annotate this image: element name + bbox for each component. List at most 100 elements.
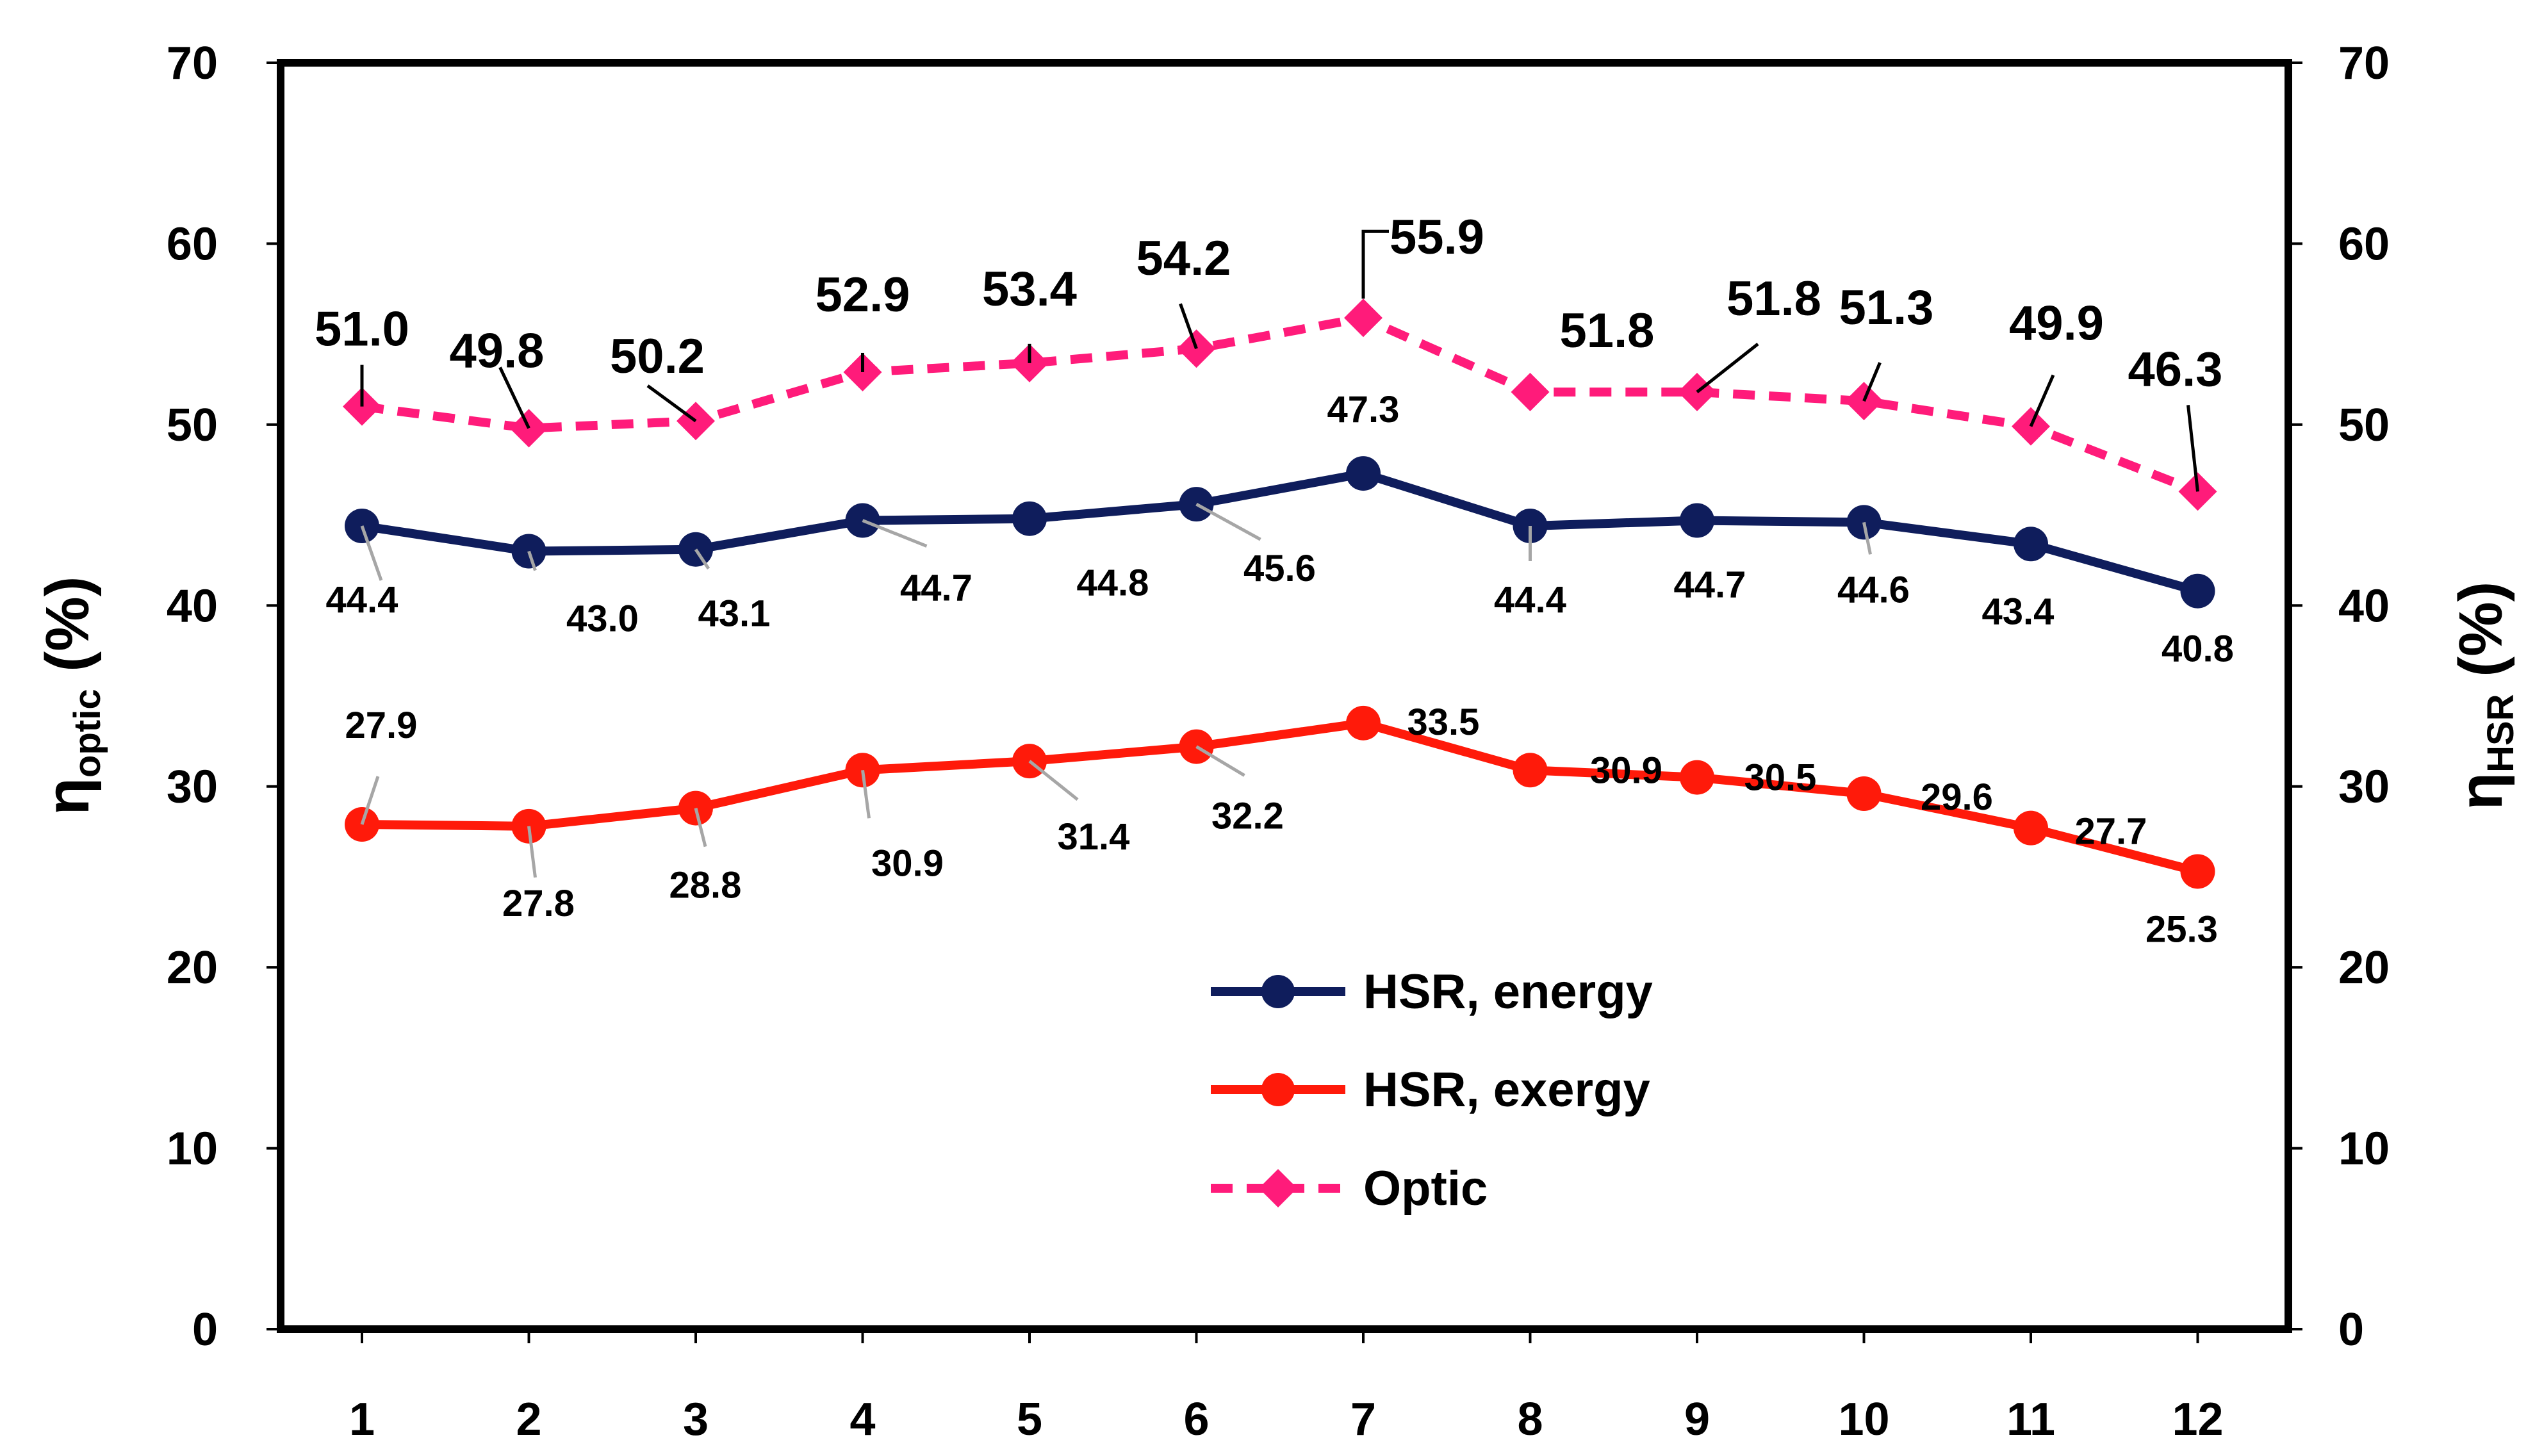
x-tick-label: 2 — [516, 1394, 541, 1445]
leader-line — [862, 519, 928, 548]
series-marker-2 — [1344, 299, 1382, 338]
leader-line — [1696, 343, 1759, 393]
data-label: 40.8 — [2162, 628, 2234, 670]
data-label: 43.0 — [566, 598, 639, 640]
data-label: 30.9 — [871, 842, 944, 884]
leader-line — [694, 548, 710, 570]
y-left-axis-title: ηoptic (%) — [33, 576, 108, 815]
data-label: 27.7 — [2075, 811, 2147, 853]
x-tick-label: 7 — [1350, 1394, 1376, 1445]
legend-marker-optic — [1259, 1169, 1297, 1207]
plot-frame — [277, 59, 2292, 1333]
leader-line — [1862, 362, 1882, 402]
y-right-tick-label: 60 — [2338, 218, 2390, 270]
series-marker-1 — [1846, 776, 1882, 812]
y-right-tick-label: 20 — [2338, 942, 2390, 994]
y-right-tick-label: 50 — [2338, 400, 2390, 451]
data-label: 44.4 — [1494, 579, 1566, 621]
y-left-tick-label: 10 — [167, 1124, 218, 1175]
series-marker-0 — [2180, 573, 2215, 609]
leader-line — [527, 550, 537, 571]
data-label: 27.9 — [345, 705, 418, 746]
y-left-title-main: η — [33, 778, 102, 815]
x-tick-label: 6 — [1183, 1394, 1209, 1445]
y-right-title-sub: HSR — [2480, 694, 2522, 772]
data-label: 53.4 — [982, 262, 1077, 316]
y-left-title-suffix: (%) — [33, 576, 102, 689]
legend-item-optic: Optic — [1211, 1161, 1488, 1216]
data-label: 44.6 — [1837, 569, 1910, 610]
leader-line — [2029, 374, 2055, 427]
data-label: 52.9 — [816, 268, 910, 322]
y-right-tick-label: 30 — [2338, 762, 2390, 813]
leader-line — [527, 826, 537, 878]
y-right-title-main: η — [2447, 773, 2515, 810]
y-left-tick-label: 60 — [167, 218, 218, 270]
leader-line — [360, 525, 383, 581]
leader-line — [1361, 229, 1389, 299]
y-left-tick-label: 40 — [167, 580, 218, 632]
data-label: 45.6 — [1243, 548, 1316, 589]
y-right-tick-label: 10 — [2338, 1124, 2390, 1175]
legend-marker-exergy — [1261, 1073, 1295, 1106]
x-tick-label: 9 — [1684, 1394, 1710, 1445]
data-label: 51.8 — [1560, 304, 1655, 358]
data-label: 49.8 — [450, 324, 545, 379]
legend-label-exergy: HSR, exergy — [1363, 1063, 1650, 1117]
series-marker-1 — [1513, 753, 1548, 788]
series-marker-1 — [1346, 705, 1381, 740]
data-label: 43.4 — [1982, 591, 2055, 632]
series-marker-0 — [1680, 503, 1714, 538]
leader-line — [861, 769, 871, 819]
x-tick-label: 3 — [683, 1394, 709, 1445]
x-tick-label: 4 — [849, 1394, 875, 1445]
y-left-tick-label: 50 — [167, 400, 218, 451]
data-label: 50.2 — [610, 329, 705, 384]
legend: HSR, energy HSR, exergy Optic — [1211, 965, 1653, 1216]
y-left-title-sub: optic — [67, 689, 108, 778]
y-left-tick-label: 0 — [192, 1304, 218, 1355]
data-label: 46.3 — [2128, 342, 2223, 397]
data-label: 28.8 — [669, 865, 742, 906]
data-label: 30.5 — [1744, 757, 1817, 799]
data-label: 44.8 — [1077, 562, 1149, 604]
series-marker-2 — [1511, 373, 1550, 412]
data-label: 31.4 — [1058, 816, 1130, 858]
y-right-axis-title: ηHSR (%) — [2447, 581, 2522, 810]
leader-line — [1195, 502, 1261, 541]
leader-line — [694, 807, 707, 847]
data-label: 51.8 — [1727, 272, 1821, 326]
leader-line — [646, 384, 697, 423]
series-line-1 — [361, 718, 2199, 876]
series-marker-1 — [2180, 854, 2215, 889]
y-left-tick-label: 20 — [167, 942, 218, 994]
data-label: 30.9 — [1590, 749, 1662, 791]
y-right-tick-label: 40 — [2338, 580, 2390, 632]
x-tick-label: 10 — [1838, 1394, 1889, 1445]
x-tick-label: 1 — [349, 1394, 375, 1445]
leader-line — [2186, 405, 2199, 492]
x-tick-label: 5 — [1017, 1394, 1042, 1445]
data-label: 44.4 — [326, 579, 398, 621]
leader-line — [1195, 745, 1245, 777]
legend-label-optic: Optic — [1363, 1161, 1488, 1216]
series-marker-0 — [2014, 527, 2048, 562]
series-line-2 — [361, 313, 2200, 496]
data-label-layer: 44.4 43.0 43.1 44.7 44.8 45.6 47.3 44.4 44.7 44.6… — [315, 210, 2234, 950]
leader-line — [1179, 303, 1198, 350]
data-label: 32.2 — [1211, 796, 1284, 837]
leader-line — [1028, 760, 1079, 801]
data-label: 29.6 — [1921, 776, 1993, 818]
y-left-tick-label: 70 — [167, 38, 218, 89]
leader-line — [1862, 521, 1872, 555]
data-label: 55.9 — [1390, 210, 1484, 265]
data-label: 51.3 — [1839, 281, 1934, 335]
data-label: 43.1 — [698, 593, 771, 635]
leader-line — [360, 776, 380, 825]
data-label: 44.7 — [900, 568, 972, 609]
series-line-0 — [361, 469, 2199, 596]
legend-label-energy: HSR, energy — [1363, 965, 1653, 1019]
data-label: 54.2 — [1136, 231, 1231, 286]
